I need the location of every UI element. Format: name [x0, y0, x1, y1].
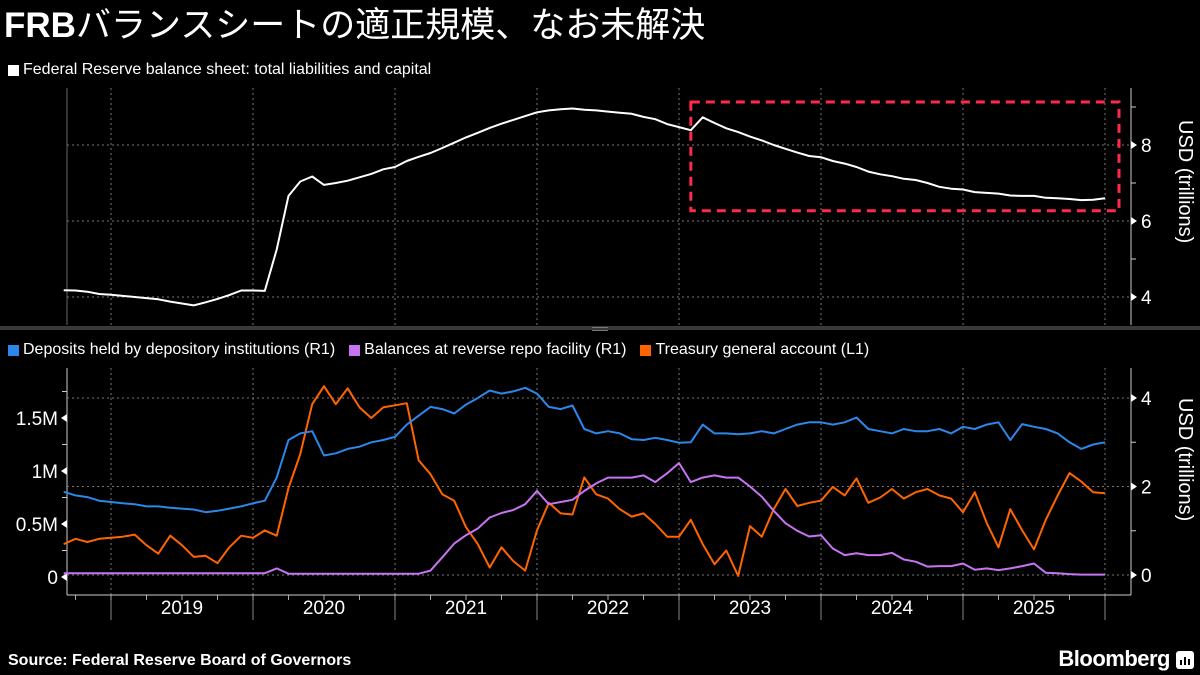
legend-item-deposits: Deposits held by depository institutions…: [8, 341, 335, 359]
legend-item-balance-sheet: Federal Reserve balance sheet: total lia…: [8, 61, 431, 79]
panel-divider[interactable]: [0, 326, 1200, 330]
source-note: Source: Federal Reserve Board of Governo…: [8, 652, 352, 669]
bottom-right-tick-label: 0: [1141, 566, 1152, 587]
divider-handle-icon[interactable]: [592, 327, 608, 331]
legend-swatch: [349, 344, 361, 356]
legend-item-tga: Treasury general account (L1): [640, 341, 869, 359]
tick-marker: [1131, 571, 1137, 579]
highlight-dashed-box: [689, 100, 1121, 213]
tick-marker: [61, 414, 67, 422]
top-y-tick-label: 4: [1141, 288, 1152, 309]
chart-title: FRBバランスシートの適正規模、なお未解決: [4, 6, 706, 46]
top-y-tick-label: 8: [1141, 136, 1152, 157]
tick-marker: [1131, 482, 1137, 491]
bottom-right-tick-label: 2: [1141, 478, 1152, 499]
bloomberg-chart-icon: [1176, 651, 1194, 669]
tick-marker: [1131, 217, 1137, 225]
legend-item-reverse-repo: Balances at reverse repo facility (R1): [349, 341, 626, 359]
x-tick-label: 2022: [587, 598, 629, 619]
top-y-tick-label: 6: [1141, 212, 1152, 233]
tick-marker: [61, 520, 67, 528]
legend-swatch: [8, 344, 19, 356]
x-tick-label: 2019: [161, 598, 203, 619]
bottom-left-tick-label: 0: [47, 568, 58, 589]
deposits-line: [63, 386, 1106, 514]
legend-swatch: [8, 64, 19, 76]
bottom-legend: Deposits held by depository institutions…: [8, 341, 869, 359]
bottom-right-tick-label: 4: [1141, 389, 1152, 410]
bottom-left-tick-label: 0.5M: [16, 515, 58, 536]
legend-swatch: [640, 344, 652, 356]
balance-sheet-line: [63, 107, 1106, 307]
tick-marker: [1131, 293, 1137, 301]
x-tick-label: 2020: [303, 598, 345, 619]
reverse-repo-line: [63, 462, 1105, 576]
tga-line: [63, 385, 1106, 577]
x-tick-label: 2023: [729, 598, 771, 619]
bloomberg-logo: Bloomberg: [1058, 646, 1170, 671]
x-tick-label: 2025: [1013, 598, 1055, 619]
tick-marker: [61, 573, 67, 581]
bottom-left-tick-label: 1M: [32, 462, 58, 483]
top-legend: Federal Reserve balance sheet: total lia…: [8, 61, 431, 79]
x-tick-label: 2024: [871, 598, 914, 619]
x-tick-label: 2021: [445, 598, 487, 619]
tick-marker: [1131, 394, 1137, 402]
tick-marker: [61, 467, 67, 475]
tick-marker: [1131, 141, 1137, 149]
bottom-left-tick-label: 1.5M: [16, 409, 58, 430]
